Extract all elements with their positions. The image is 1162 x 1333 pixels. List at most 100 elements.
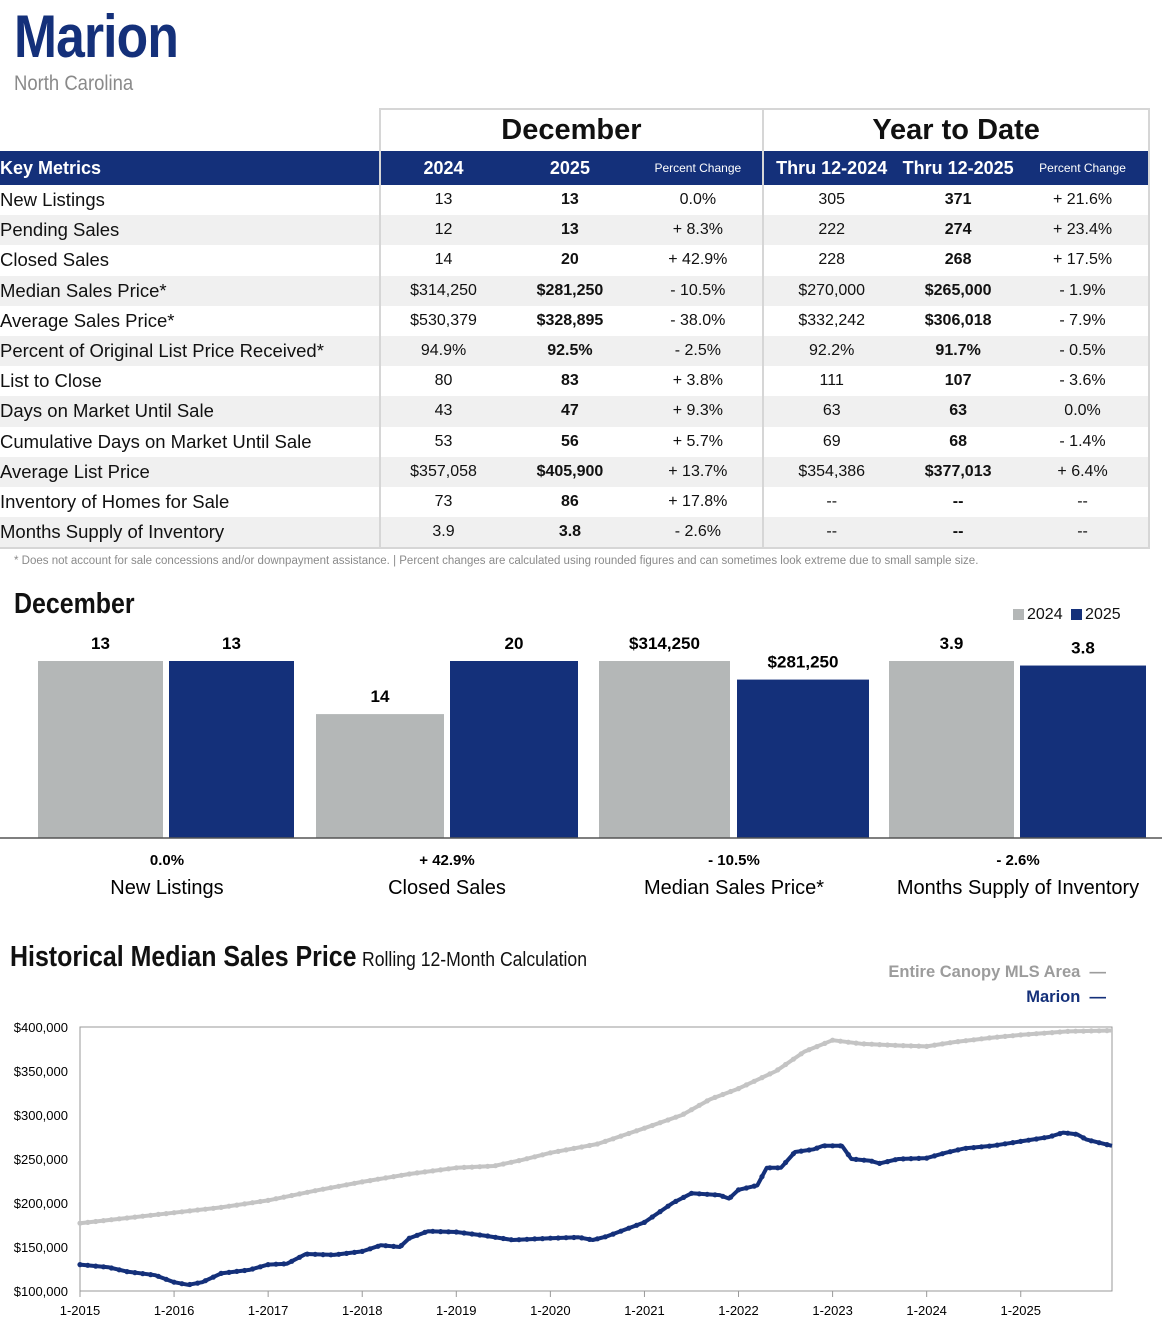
y-tick-label: $100,000 [14, 1284, 68, 1299]
value-ytd-pct: - 3.6% [1017, 366, 1150, 397]
value-dec-2025: 13 [506, 215, 634, 246]
value-dec-2024: $530,379 [378, 305, 507, 336]
series-marion-point [790, 1151, 797, 1157]
series-marion-point [1088, 1138, 1094, 1144]
series-marion-point [908, 1156, 914, 1162]
series-marion-point [242, 1267, 248, 1274]
bar-category-label: Median Sales Price* [644, 877, 824, 899]
series-marion-point [892, 1157, 898, 1163]
legend-swatch-2025 [1071, 609, 1083, 621]
series-canopy-point [508, 1159, 514, 1165]
series-marion-point [1018, 1138, 1024, 1144]
series-canopy-point [1026, 1031, 1032, 1037]
series-canopy-point [634, 1128, 640, 1134]
series-canopy-point [485, 1163, 491, 1169]
series-marion-point [171, 1279, 177, 1285]
series-canopy-point [249, 1200, 256, 1206]
series-marion-point [696, 1191, 702, 1197]
series-marion-point [281, 1261, 287, 1267]
series-marion-point [861, 1157, 867, 1163]
value-ytd-pct: - 1.9% [1017, 275, 1150, 306]
series-canopy-point [155, 1211, 161, 1217]
series-marion-point [681, 1194, 687, 1200]
series-canopy-point [869, 1041, 875, 1047]
series-marion-point [132, 1270, 138, 1276]
series-canopy-point [571, 1145, 577, 1151]
bar-category-label: New Listings [110, 877, 223, 899]
series-marion-point [1049, 1133, 1055, 1139]
bar-pct-change: - 2.6% [996, 852, 1039, 869]
series-marion-point [563, 1235, 569, 1241]
series-canopy-point [908, 1043, 914, 1049]
series-marion-point [869, 1158, 875, 1164]
series-canopy-point [704, 1098, 710, 1104]
series-marion-point [712, 1192, 718, 1198]
metric-label: Days on Market Until Sale [0, 396, 380, 427]
series-canopy-point [924, 1043, 930, 1049]
series-canopy-point [783, 1061, 789, 1068]
series-canopy-point [947, 1040, 953, 1046]
series-canopy-point [492, 1163, 499, 1169]
table-row: Closed Sales 14 20 + 42.9% 228 268 + 17.5% [0, 245, 1150, 276]
value-dec-2024: 43 [378, 396, 507, 427]
series-canopy-point [830, 1037, 836, 1043]
page-title: Marion [14, 3, 179, 70]
series-canopy-point [375, 1176, 381, 1182]
line-chart-title: Historical Median Sales Price [10, 941, 357, 973]
series-marion-point [947, 1149, 953, 1155]
value-dec-2024: $357,058 [378, 456, 507, 487]
series-marion-point [195, 1280, 201, 1286]
table-row: Median Sales Price* $314,250 $281,250- 10.… [0, 275, 1150, 306]
series-marion-point [602, 1234, 608, 1240]
series-canopy-point [108, 1217, 114, 1223]
series-canopy-point [187, 1208, 193, 1214]
series-canopy-point [1002, 1033, 1008, 1039]
series-canopy-point [759, 1075, 765, 1081]
value-ytd-2025: 91.7% [899, 335, 1018, 367]
value-ytd-2025: 63 [899, 396, 1018, 427]
bar-value-label: 3.8 [1071, 639, 1095, 658]
series-canopy-point [383, 1175, 389, 1181]
series-marion-point [783, 1159, 789, 1166]
series-canopy-point [728, 1088, 734, 1095]
value-ytd-pct: + 21.6% [1017, 185, 1150, 216]
x-tick-label: 1-2017 [248, 1303, 288, 1318]
series-marion-point [343, 1250, 350, 1256]
value-ytd-2025: 274 [899, 215, 1018, 246]
value-dec-pct: + 9.3% [633, 396, 765, 427]
value-dec-pct: - 38.0% [633, 305, 765, 336]
x-tick-label: 1-2022 [718, 1303, 758, 1318]
table-row: New Listings 13 13 0.0% 305 371 + 21.6% [0, 185, 1150, 216]
value-ytd-pct: + 17.5% [1017, 245, 1150, 276]
metric-label: Average List Price [0, 456, 380, 487]
series-canopy-point [665, 1117, 671, 1123]
series-marion-point [265, 1262, 271, 1268]
col-percent-change-ytd: Percent Change [1017, 151, 1150, 185]
value-dec-2025: $328,895 [536, 311, 604, 329]
series-canopy-point [516, 1158, 522, 1164]
series-canopy-point [179, 1209, 185, 1215]
series-canopy-point [218, 1204, 224, 1210]
series-marion-point [1010, 1140, 1016, 1146]
x-tick-label: 1-2024 [906, 1303, 946, 1318]
value-ytd-2025: -- [899, 517, 1018, 550]
series-canopy-point [1057, 1029, 1063, 1035]
value-ytd-2025: 268 [944, 251, 972, 269]
metric-label: Median Sales Price* [0, 275, 380, 306]
series-marion-point [532, 1236, 538, 1242]
series-canopy-point [281, 1194, 287, 1200]
value-ytd-2025: $377,013 [899, 456, 1018, 487]
value-ytd-2025: 107 [944, 372, 972, 390]
series-canopy-point [328, 1185, 334, 1191]
value-dec-pct: + 8.3% [633, 215, 765, 246]
series-marion-point [422, 1229, 428, 1235]
value-ytd-2024: 69 [822, 432, 841, 450]
value-dec-pct: + 17.8% [633, 486, 765, 518]
series-marion-point [547, 1235, 554, 1241]
series-marion-point [93, 1263, 99, 1269]
series-canopy-point [618, 1133, 624, 1139]
series-canopy-point [681, 1111, 687, 1117]
metric-label: Average Sales Price* [0, 309, 175, 331]
series-marion-point [148, 1272, 154, 1278]
metric-label: Pending Sales [0, 215, 380, 246]
